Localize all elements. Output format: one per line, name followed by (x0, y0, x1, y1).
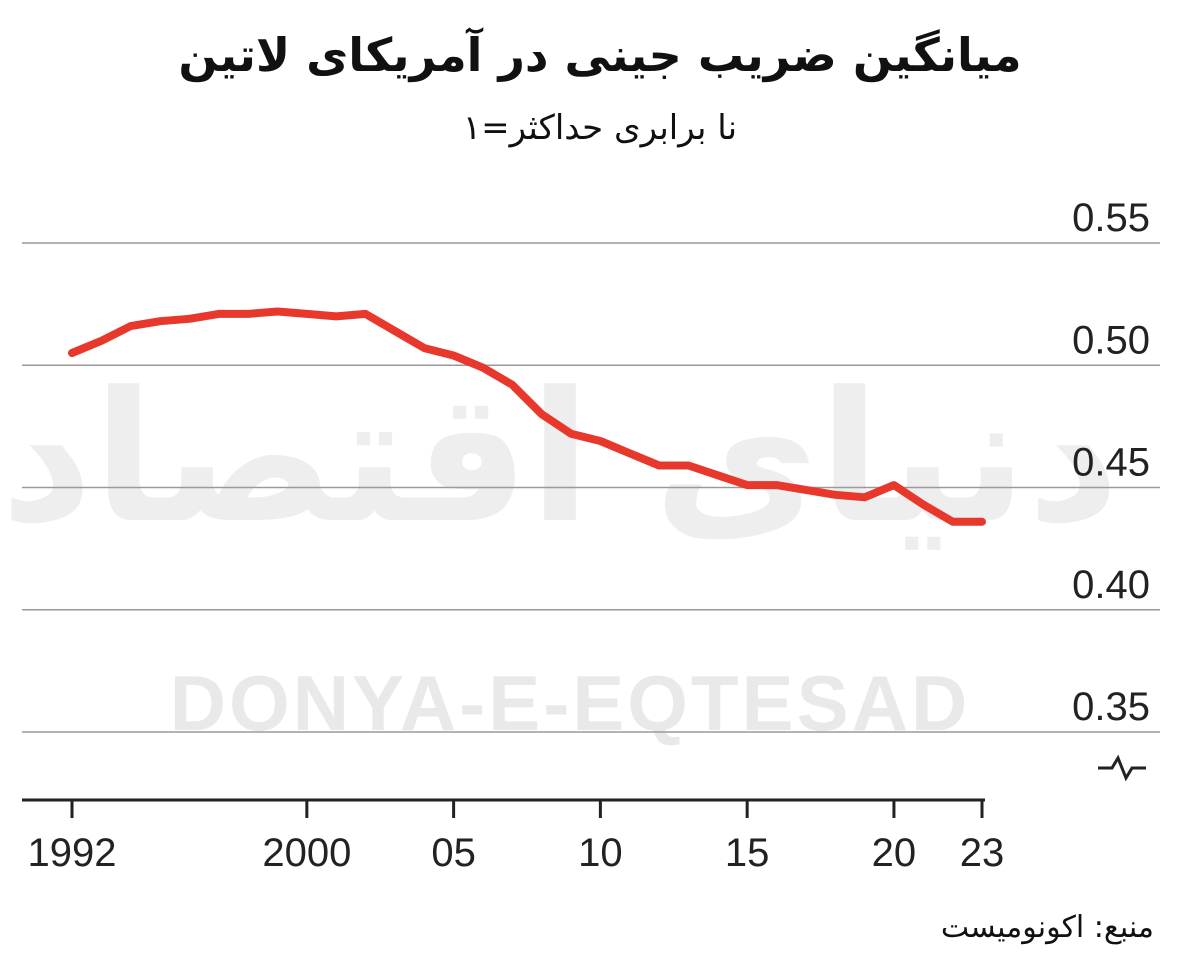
chart-subtitle: نا برابری حداکثر=۱ (462, 108, 738, 148)
x-axis-labels: 1992 2000 05 10 15 20 23 (28, 831, 1005, 875)
watermark: دنیای اقتصاد DONYA-E-EQTESAD (0, 354, 1119, 747)
x-tick-label: 23 (960, 831, 1005, 875)
x-tick-label: 10 (578, 831, 623, 875)
axis-break-icon (1098, 754, 1146, 782)
watermark-persian: دنیای اقتصاد (0, 354, 1119, 563)
x-tick-label: 15 (725, 831, 770, 875)
y-tick-label: 0.40 (1072, 563, 1150, 607)
grid (22, 242, 1160, 733)
series-line (68, 307, 986, 526)
watermark-latin: DONYA-E-EQTESAD (170, 659, 971, 747)
y-tick-label: 0.55 (1072, 196, 1150, 240)
y-tick-label: 0.50 (1072, 318, 1150, 362)
x-tick-label: 20 (872, 831, 917, 875)
source-note: منبع: اکونومیست (940, 910, 1154, 945)
y-axis-labels: 0.55 0.50 0.45 0.40 0.35 (1072, 196, 1150, 729)
chart-title: میانگین ضریب جینی در آمریکای لاتین (178, 28, 1022, 82)
x-tick-label: 2000 (262, 831, 351, 875)
y-tick-label: 0.45 (1072, 441, 1150, 485)
y-tick-label: 0.35 (1072, 685, 1150, 729)
x-tick-label: 05 (431, 831, 476, 875)
series (68, 307, 986, 526)
x-tick-label: 1992 (28, 831, 117, 875)
x-axis (22, 754, 1146, 818)
